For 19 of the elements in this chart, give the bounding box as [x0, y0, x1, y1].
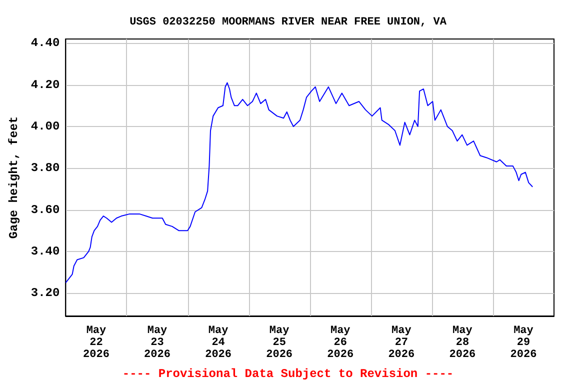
x-tick-label: May 29 2026: [510, 325, 537, 361]
x-tick-label: May 24 2026: [205, 325, 232, 361]
text: ---- Provisional Data Subject to Revision ----: [122, 367, 454, 381]
y-tick-label: 4.40: [30, 36, 60, 50]
line-series: [65, 82, 534, 284]
x-tick-label: May 26 2026: [327, 325, 354, 361]
y-tick-label: 3.20: [30, 286, 60, 300]
x-tick-label: May 28 2026: [449, 325, 476, 361]
x-tick-label: May 25 2026: [266, 325, 293, 361]
y-tick-label: 4.20: [30, 78, 60, 92]
y-tick-label: 3.60: [30, 202, 60, 217]
x-tick-label: May 23 2026: [144, 325, 170, 361]
chart-title: USGS 02032250 MOORMANS RIVER NEAR FREE UNION, VA: [130, 16, 447, 28]
y-tick-label: 4.00: [30, 119, 60, 134]
x-tick-label: May 22 2026: [83, 325, 110, 361]
y-tick-label: 3.40: [30, 244, 60, 258]
y-axis-title: Gage height, feet: [7, 116, 21, 239]
y-tick-label: 3.80: [30, 161, 60, 176]
x-tick-label: May 27 2026: [388, 325, 415, 361]
